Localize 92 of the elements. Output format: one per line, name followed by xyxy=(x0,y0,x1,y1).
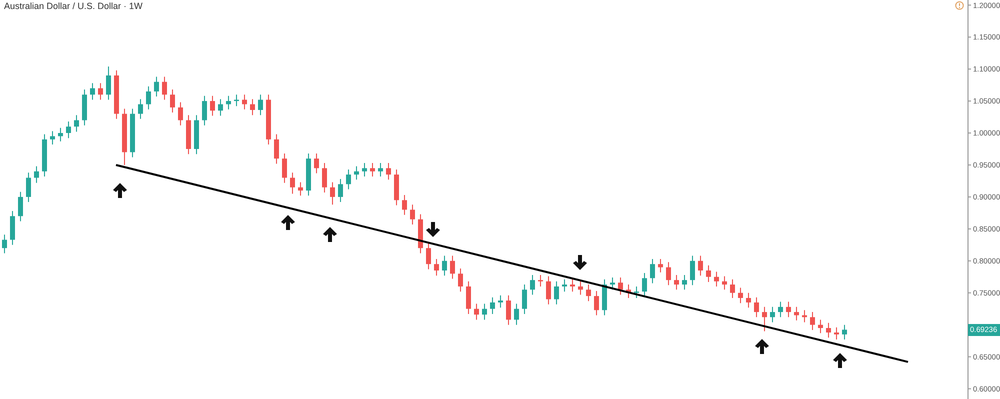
candlestick xyxy=(794,306,799,321)
candlestick xyxy=(274,134,279,164)
candlestick xyxy=(770,306,775,323)
candlestick xyxy=(498,294,503,308)
candlestick xyxy=(170,89,175,114)
candlestick xyxy=(706,264,711,282)
candlestick xyxy=(682,274,687,290)
candlestick xyxy=(650,258,655,284)
candlestick xyxy=(314,152,319,174)
candlestick xyxy=(698,255,703,276)
candlestick xyxy=(786,301,791,318)
candlestick xyxy=(578,280,583,296)
candlestick xyxy=(74,114,79,132)
candlestick xyxy=(554,280,559,305)
candlestick xyxy=(402,194,407,216)
candlestick xyxy=(690,255,695,286)
candlestick xyxy=(666,262,671,286)
chart-title: Australian Dollar / U.S. Dollar · 1W xyxy=(4,1,143,11)
candlestick xyxy=(162,76,167,100)
candlestick xyxy=(810,312,815,330)
candlestick xyxy=(818,319,823,334)
candlestick xyxy=(530,274,535,296)
candlestick xyxy=(562,278,567,292)
candlestick xyxy=(674,274,679,290)
candlestick xyxy=(450,255,455,280)
candlestick xyxy=(178,102,183,126)
candlestick xyxy=(778,301,783,318)
candlestick xyxy=(634,286,639,298)
candlestick xyxy=(842,324,847,340)
candlestick xyxy=(210,95,215,116)
candlestick xyxy=(714,271,719,287)
candlestick xyxy=(730,278,735,298)
candlestick xyxy=(98,82,103,100)
candlestick xyxy=(26,172,31,203)
candlestick xyxy=(490,296,495,314)
candlestick xyxy=(658,258,663,273)
candlestick xyxy=(258,94,263,116)
candlestick xyxy=(34,166,39,184)
candlestick xyxy=(106,66,111,100)
candlestick xyxy=(474,303,479,320)
candlestick xyxy=(410,204,415,225)
candlestick xyxy=(218,98,223,116)
candlestick xyxy=(290,172,295,194)
candlestick xyxy=(362,162,367,177)
candlestick xyxy=(90,82,95,100)
candlestick xyxy=(506,294,511,326)
candlestick xyxy=(18,191,23,222)
candlestick xyxy=(146,86,151,110)
candlestick xyxy=(378,162,383,177)
candlestick xyxy=(754,296,759,318)
candlestick xyxy=(522,284,527,314)
candlestick xyxy=(722,276,727,290)
candlestick xyxy=(594,290,599,316)
candlestick xyxy=(546,276,551,305)
candlestick xyxy=(458,268,463,292)
candlestick xyxy=(370,162,375,177)
candlestick xyxy=(386,162,391,180)
candlestick xyxy=(762,306,767,332)
candlestick xyxy=(834,326,839,340)
candlestick xyxy=(154,76,159,98)
candlestick xyxy=(514,303,519,326)
candlestick xyxy=(2,234,7,254)
candlestick xyxy=(826,322,831,338)
candlestick xyxy=(354,166,359,180)
candlestick xyxy=(346,168,351,190)
candlestick xyxy=(58,127,63,142)
candlestick xyxy=(330,182,335,206)
candlestick xyxy=(434,258,439,276)
candlestick xyxy=(322,162,327,193)
candlestick xyxy=(746,292,751,308)
candlestick xyxy=(802,310,807,323)
candlestick xyxy=(466,280,471,314)
candlestick xyxy=(226,95,231,110)
candlestick xyxy=(482,303,487,320)
candlestick xyxy=(282,152,287,184)
candlestick xyxy=(570,278,575,292)
candlestick xyxy=(538,274,543,287)
candlestick xyxy=(298,182,303,196)
candlestick xyxy=(250,98,255,116)
candlestick xyxy=(610,277,615,290)
candlestick xyxy=(338,178,343,203)
candlestick xyxy=(50,130,55,146)
candlestick xyxy=(642,272,647,298)
candlestick xyxy=(202,95,207,126)
candlestick xyxy=(442,255,447,276)
candlestick xyxy=(738,287,743,304)
candlestick xyxy=(618,277,623,296)
candlestick xyxy=(10,210,15,246)
candlestick xyxy=(426,242,431,270)
candlestick xyxy=(138,98,143,120)
candlestick xyxy=(66,120,71,139)
candlestick xyxy=(586,284,591,302)
